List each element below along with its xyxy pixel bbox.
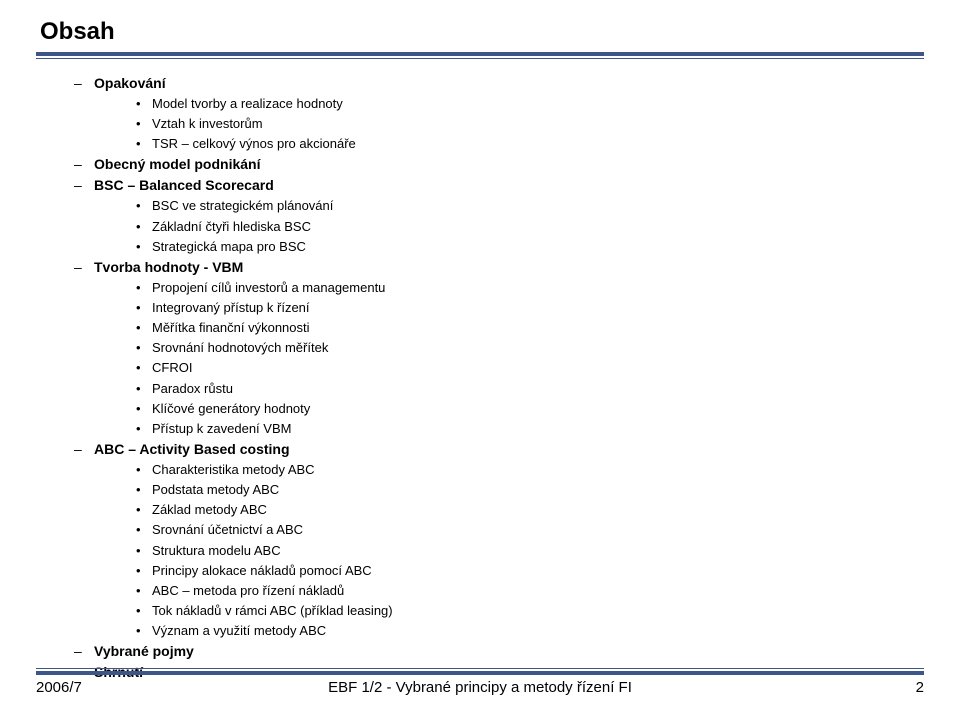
- outline-list: Opakování Model tvorby a realizace hodnot…: [60, 73, 924, 683]
- outline-l2-item: Srovnání účetnictví a ABC: [94, 520, 924, 540]
- outline-l1-label: Vybrané pojmy: [94, 643, 194, 659]
- footer-row: 2006/7 EBF 1/2 - Vybrané principy a meto…: [36, 679, 924, 696]
- outline-l2-item: Model tvorby a realizace hodnoty: [94, 94, 924, 114]
- outline-l2-item: Charakteristika metody ABC: [94, 460, 924, 480]
- outline-l2-item: Strategická mapa pro BSC: [94, 237, 924, 257]
- outline-l2-item: ABC – metoda pro řízení nákladů: [94, 581, 924, 601]
- title-rule-thin: [36, 58, 924, 59]
- outline-l1-item: BSC – Balanced Scorecard BSC ve strategic…: [60, 175, 924, 256]
- outline-l2-list: Model tvorby a realizace hodnotyVztah k …: [94, 94, 924, 154]
- outline-l1-item: Obecný model podnikání: [60, 154, 924, 175]
- outline-l2-list: BSC ve strategickém plánováníZákladní čt…: [94, 196, 924, 256]
- outline-l2-item: TSR – celkový výnos pro akcionáře: [94, 134, 924, 154]
- outline-l1-label: ABC – Activity Based costing: [94, 441, 290, 457]
- outline-l2-item: Tok nákladů v rámci ABC (příklad leasing…: [94, 601, 924, 621]
- footer: 2006/7 EBF 1/2 - Vybrané principy a meto…: [36, 668, 924, 696]
- footer-page-number: 2: [916, 679, 924, 696]
- outline-l2-item: BSC ve strategickém plánování: [94, 196, 924, 216]
- outline-l1-label: BSC – Balanced Scorecard: [94, 177, 274, 193]
- outline-l2-item: Měřítka finanční výkonnosti: [94, 318, 924, 338]
- footer-rule-thin: [36, 668, 924, 669]
- outline-content: Opakování Model tvorby a realizace hodnot…: [36, 73, 924, 683]
- footer-rule-thick: [36, 671, 924, 675]
- outline-l2-item: Srovnání hodnotových měřítek: [94, 338, 924, 358]
- outline-l2-item: Integrovaný přístup k řízení: [94, 298, 924, 318]
- outline-l2-item: Klíčové generátory hodnoty: [94, 399, 924, 419]
- outline-l2-item: CFROI: [94, 358, 924, 378]
- outline-l1-item: ABC – Activity Based costing Charakterist…: [60, 439, 924, 641]
- outline-l2-item: Principy alokace nákladů pomocí ABC: [94, 561, 924, 581]
- slide: Obsah Opakování Model tvorby a realizace …: [0, 0, 960, 718]
- outline-l1-label: Opakování: [94, 75, 166, 91]
- footer-left: 2006/7: [36, 679, 82, 696]
- outline-l2-list: Propojení cílů investorů a managementuIn…: [94, 278, 924, 439]
- outline-l2-item: Vztah k investorům: [94, 114, 924, 134]
- outline-l2-item: Podstata metody ABC: [94, 480, 924, 500]
- outline-l2-list: Charakteristika metody ABCPodstata metod…: [94, 460, 924, 641]
- outline-l1-label: Obecný model podnikání: [94, 156, 260, 172]
- outline-l1-item: Tvorba hodnoty - VBM Propojení cílů inves…: [60, 257, 924, 439]
- outline-l1-label: Tvorba hodnoty - VBM: [94, 259, 243, 275]
- outline-l1-item: Vybrané pojmy: [60, 641, 924, 662]
- outline-l2-item: Základ metody ABC: [94, 500, 924, 520]
- outline-l2-item: Význam a využití metody ABC: [94, 621, 924, 641]
- outline-l2-item: Přístup k zavedení VBM: [94, 419, 924, 439]
- footer-center: EBF 1/2 - Vybrané principy a metody říze…: [36, 679, 924, 696]
- outline-l2-item: Základní čtyři hlediska BSC: [94, 217, 924, 237]
- outline-l1-item: Opakování Model tvorby a realizace hodnot…: [60, 73, 924, 154]
- title-rule-thick: [36, 52, 924, 56]
- outline-l2-item: Paradox růstu: [94, 379, 924, 399]
- page-title: Obsah: [40, 18, 924, 46]
- outline-l2-item: Propojení cílů investorů a managementu: [94, 278, 924, 298]
- outline-l2-item: Struktura modelu ABC: [94, 541, 924, 561]
